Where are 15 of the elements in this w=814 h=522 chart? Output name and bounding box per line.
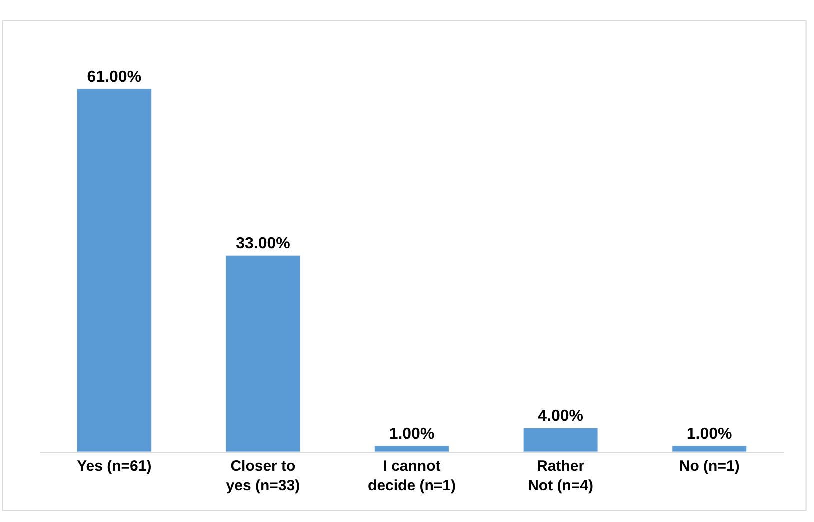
bar — [523, 428, 598, 452]
data-label: 61.00% — [87, 69, 142, 86]
x-tick-label: No (n=1) — [679, 458, 740, 475]
bar — [672, 446, 748, 452]
x-tick-label: I cannot decide (n=1) — [368, 458, 456, 494]
data-label: 4.00% — [538, 408, 584, 426]
x-tick-label: Closer to yes (n=33) — [226, 458, 300, 494]
data-label: 33.00% — [236, 236, 290, 253]
x-tick-label: Rather Not (n=4) — [528, 458, 594, 494]
bar — [374, 446, 450, 452]
bar — [76, 88, 152, 452]
data-label: 1.00% — [389, 426, 435, 444]
x-tick-label: Yes (n=61) — [77, 458, 152, 475]
bar — [226, 255, 301, 452]
data-label: 1.00% — [686, 426, 732, 444]
